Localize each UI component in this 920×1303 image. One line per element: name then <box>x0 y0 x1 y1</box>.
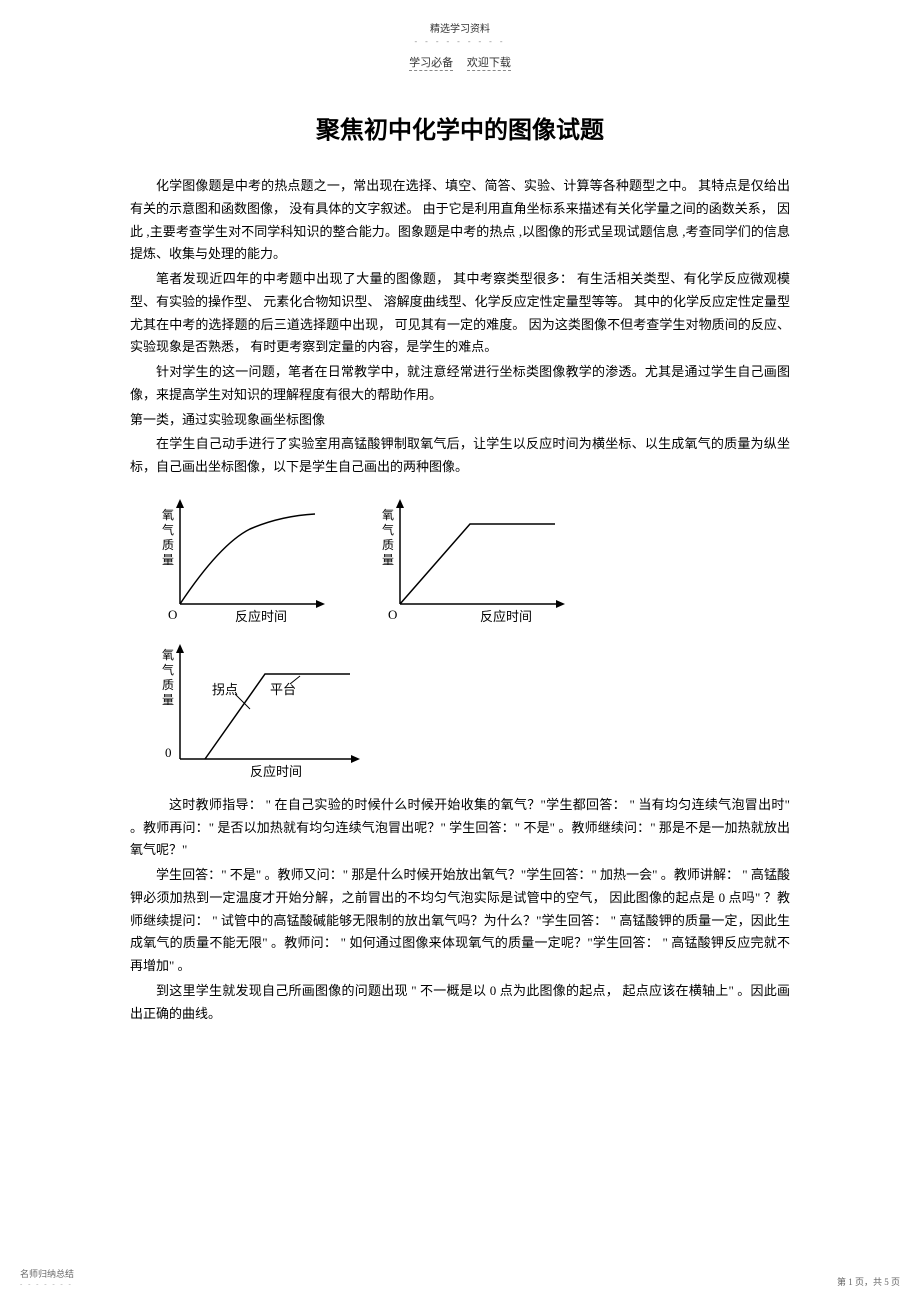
paragraph-8: 到这里学生就发现自己所画图像的问题出现 " 不一概是以 0 点为此图像的起点， … <box>130 980 790 1026</box>
chart3-ylabel-2: 气 <box>162 662 174 677</box>
chart3-ylabel-3: 质 <box>162 678 174 692</box>
paragraph-4: 第一类，通过实验现象画坐标图像 <box>130 409 790 432</box>
page-title: 聚焦初中化学中的图像试题 <box>130 110 790 145</box>
paragraph-2: 笔者发现近四年的中考题中出现了大量的图像题， 其中考察类型很多： 有生活相关类型… <box>130 268 790 359</box>
chart-3: 氧 气 质 量 拐点 平台 0 反应时间 <box>150 639 370 779</box>
chart2-xlabel: 反应时间 <box>480 609 532 624</box>
chart-1: 氧 气 质 量 O 反应时间 <box>150 494 330 624</box>
charts-row-2: 氧 气 质 量 拐点 平台 0 反应时间 <box>150 639 790 779</box>
chart3-platform: 平台 <box>270 682 296 697</box>
chart2-ylabel-1: 氧 <box>382 508 394 522</box>
chart2-ylabel-4: 量 <box>382 553 394 567</box>
header-top-small: 精选学习资料 <box>130 20 790 35</box>
charts-row-1: 氧 气 质 量 O 反应时间 氧 气 质 量 O 反应时间 <box>150 494 790 624</box>
header-sub-left: 学习必备 <box>409 57 453 71</box>
chart1-ylabel-1: 氧 <box>162 508 174 522</box>
chart2-origin: O <box>388 607 397 622</box>
footer-left-dots: - - - - - - - <box>20 1280 74 1288</box>
header-sub-right: 欢迎下载 <box>467 57 511 71</box>
header-sub: 学习必备 欢迎下载 <box>130 54 790 70</box>
chart3-ylabel-4: 量 <box>162 693 174 707</box>
chart3-ylabel-1: 氧 <box>162 648 174 662</box>
chart1-ylabel-4: 量 <box>162 553 174 567</box>
paragraph-6: 这时教师指导： " 在自己实验的时候什么时候开始收集的氧气？"学生都回答： " … <box>130 794 790 862</box>
chart-2: 氧 气 质 量 O 反应时间 <box>370 494 570 624</box>
paragraph-1: 化学图像题是中考的热点题之一，常出现在选择、填空、简答、实验、计算等各种题型之中… <box>130 175 790 266</box>
chart1-ylabel-3: 质 <box>162 538 174 552</box>
chart2-ylabel-2: 气 <box>382 522 394 537</box>
header-dots: - - - - - - - - - <box>130 37 790 46</box>
chart3-origin: 0 <box>165 745 172 760</box>
chart3-xlabel: 反应时间 <box>250 764 302 779</box>
paragraph-7: 学生回答：" 不是" 。教师又问：" 那是什么时候开始放出氧气？"学生回答：" … <box>130 864 790 978</box>
footer-left-text: 名师归纳总结 <box>20 1267 74 1280</box>
chart2-ylabel-3: 质 <box>382 538 394 552</box>
chart1-ylabel-2: 气 <box>162 522 174 537</box>
chart1-xlabel: 反应时间 <box>235 609 287 624</box>
paragraph-5: 在学生自己动手进行了实验室用高锰酸钾制取氧气后，让学生以反应时间为横坐标、以生成… <box>130 433 790 479</box>
chart1-origin: O <box>168 607 177 622</box>
footer-right: 第 1 页，共 5 页 <box>837 1275 900 1288</box>
paragraph-3: 针对学生的这一问题，笔者在日常教学中，就注意经常进行坐标类图像教学的渗透。尤其是… <box>130 361 790 407</box>
chart3-inflection: 拐点 <box>212 682 238 697</box>
footer-left: 名师归纳总结 - - - - - - - <box>20 1267 74 1288</box>
